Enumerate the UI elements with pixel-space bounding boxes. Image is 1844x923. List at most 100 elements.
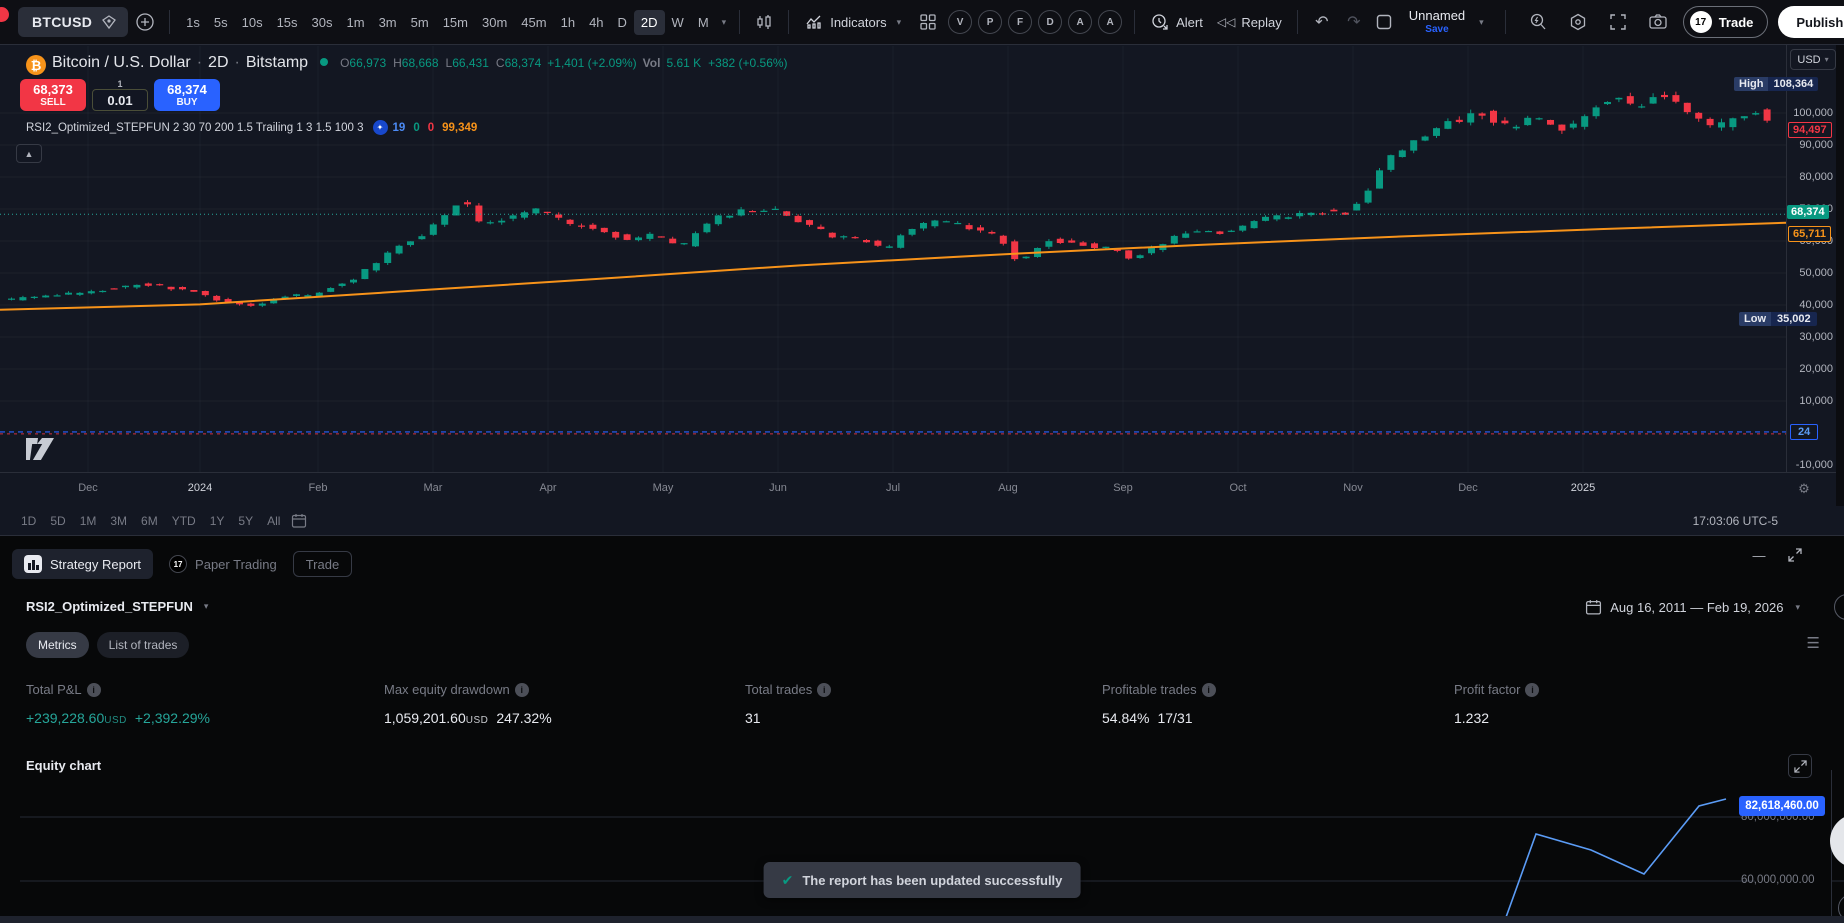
timeframe-D[interactable]: D xyxy=(617,14,627,30)
view-list-of-trades[interactable]: List of trades xyxy=(96,632,190,658)
ai-sparkle-icon[interactable]: ✦ xyxy=(372,120,388,135)
range-all[interactable]: All xyxy=(267,513,281,528)
panel-maximize-icon[interactable] xyxy=(1784,544,1806,566)
symbol-search-button[interactable]: BTCUSD xyxy=(18,7,129,37)
info-icon[interactable]: i xyxy=(1201,682,1216,697)
timeframe-45m[interactable]: 45m xyxy=(521,14,547,30)
redo-icon[interactable]: ↷ xyxy=(1347,14,1361,31)
tradingview-logo-icon: 17 xyxy=(169,555,188,573)
timeframe-15m[interactable]: 15m xyxy=(442,14,468,30)
flag-icon[interactable] xyxy=(100,13,118,31)
timeframe-5s[interactable]: 5s xyxy=(213,14,228,30)
report-list-icon[interactable]: ☰ xyxy=(1806,635,1820,652)
layout-name-button[interactable]: Unnamed Save xyxy=(1409,9,1465,35)
range-6m[interactable]: 6M xyxy=(141,513,158,528)
info-icon[interactable]: i xyxy=(86,682,101,697)
timeframe-M[interactable]: M xyxy=(697,14,709,30)
quick-button-f-2[interactable]: F xyxy=(1008,10,1033,34)
layout-chevron-down-icon[interactable]: ▾ xyxy=(1479,16,1484,27)
timeframe-1s[interactable]: 1s xyxy=(186,14,200,30)
legend-collapse-button[interactable]: ▲ xyxy=(16,144,42,163)
range-ytd[interactable]: YTD xyxy=(171,513,196,528)
chart-legend[interactable]: ₿ Bitcoin / U.S. Dollar · 2D · Bitstamp … xyxy=(26,52,788,75)
quick-button-v-0[interactable]: V xyxy=(948,10,973,34)
quantity-input[interactable]: 0.01 xyxy=(92,89,148,111)
range-1y[interactable]: 1Y xyxy=(209,513,225,528)
equity-chart[interactable] xyxy=(0,788,1844,918)
exchange-label[interactable]: Bitstamp xyxy=(245,53,309,71)
timeframe-15s[interactable]: 15s xyxy=(276,14,298,30)
strategy-legend[interactable]: RSI2_Optimized_STEPFUN 2 30 70 200 1.5 T… xyxy=(26,120,477,135)
select-layout-checkbox-icon[interactable] xyxy=(1369,7,1399,37)
publish-button[interactable]: Publish xyxy=(1778,6,1844,38)
toast-message: The report has been updated successfully xyxy=(802,872,1063,888)
info-icon[interactable]: i xyxy=(514,682,529,697)
screenshot-camera-icon[interactable] xyxy=(1643,7,1673,37)
indicators-button[interactable]: Indicators ▾ xyxy=(798,8,911,36)
price-tick-30,000: 30,000 xyxy=(1799,331,1833,343)
price-tick-10,000: 10,000 xyxy=(1799,395,1833,407)
report-icon xyxy=(24,555,42,573)
symbol-title[interactable]: Bitcoin / U.S. Dollar xyxy=(52,53,191,71)
price-axis[interactable]: 100,00090,00080,00070,00060,00050,00040,… xyxy=(1734,45,1836,506)
info-icon[interactable]: i xyxy=(817,682,832,697)
buy-button[interactable]: 68,374 BUY xyxy=(154,79,220,111)
quick-button-d-3[interactable]: D xyxy=(1038,10,1063,34)
layout-grid-icon[interactable] xyxy=(913,7,943,37)
trade-button[interactable]: 17 Trade xyxy=(1682,6,1769,38)
fullscreen-icon[interactable] xyxy=(1603,7,1633,37)
strategy-counter-2: 0 xyxy=(427,121,435,134)
timeframe-30m[interactable]: 30m xyxy=(482,14,508,30)
quick-button-a-5[interactable]: A xyxy=(1098,10,1123,34)
time-tick-Feb: Feb xyxy=(308,482,328,494)
quick-search-icon[interactable] xyxy=(1523,7,1553,37)
settings-gear-icon[interactable] xyxy=(1563,7,1593,37)
sell-button[interactable]: 68,373 SELL xyxy=(20,79,86,111)
floating-action-button[interactable] xyxy=(1830,814,1844,868)
quick-button-p-1[interactable]: P xyxy=(978,10,1003,34)
clock-timezone-button[interactable]: 17:03:06 UTC-5 xyxy=(1692,513,1778,528)
view-metrics[interactable]: Metrics xyxy=(26,632,89,658)
timeframe-1m[interactable]: 1m xyxy=(346,14,365,30)
undo-icon[interactable]: ↶ xyxy=(1315,14,1329,31)
equity-expand-icon[interactable] xyxy=(1788,754,1812,778)
range-3m[interactable]: 3M xyxy=(110,513,128,528)
report-strategy-selector[interactable]: RSI2_Optimized_STEPFUN ▾ xyxy=(26,599,212,614)
price-axis-settings-icon[interactable]: ⚙ xyxy=(1798,481,1810,496)
time-tick-Jun: Jun xyxy=(769,482,787,494)
equity-final-value-badge: 82,618,460.00 xyxy=(1739,796,1825,816)
info-icon[interactable]: i xyxy=(1525,682,1540,697)
tab-paper-trading[interactable]: 17 Paper Trading xyxy=(157,549,289,579)
timeframe-2D[interactable]: 2D xyxy=(633,9,665,35)
equity-chart-title: Equity chart xyxy=(26,758,102,773)
timeframe-1h[interactable]: 1h xyxy=(560,14,576,30)
currency-dropdown[interactable]: USD ▾ xyxy=(1790,49,1836,70)
quick-button-a-4[interactable]: A xyxy=(1068,10,1093,34)
timeframe-4h[interactable]: 4h xyxy=(589,14,604,30)
chart-style-candles-icon[interactable] xyxy=(749,7,779,37)
tab-trade[interactable]: Trade xyxy=(292,551,353,577)
tab-strategy-report[interactable]: Strategy Report xyxy=(12,549,154,579)
alert-button[interactable]: Alert xyxy=(1144,8,1209,36)
timeframe-10s[interactable]: 10s xyxy=(241,14,263,30)
panel-minimize-icon[interactable]: — xyxy=(1752,547,1766,563)
candlestick-chart[interactable] xyxy=(0,46,1786,472)
report-date-range[interactable]: Aug 16, 2011 — Feb 19, 2026 ▾ xyxy=(1585,599,1804,616)
range-1m[interactable]: 1M xyxy=(79,513,97,528)
compare-add-icon[interactable] xyxy=(130,7,160,37)
timeframe-W[interactable]: W xyxy=(671,14,684,30)
resolution-label[interactable]: 2D xyxy=(208,53,229,71)
time-axis[interactable]: Dec 2024 Feb Mar Apr May Jun Jul Aug Sep Oct Nov Dec… xyxy=(0,472,1836,506)
save-link[interactable]: Save xyxy=(1425,23,1449,35)
strategy-legend-text: RSI2_Optimized_STEPFUN 2 30 70 200 1.5 T… xyxy=(26,121,364,134)
go-to-date-icon[interactable] xyxy=(287,509,311,533)
timeframe-3m[interactable]: 3m xyxy=(378,14,397,30)
range-5d[interactable]: 5D xyxy=(50,513,66,528)
range-1d[interactable]: 1D xyxy=(21,513,37,528)
timeframe-30s[interactable]: 30s xyxy=(311,14,333,30)
timeframes-chevron-down-icon[interactable]: ▾ xyxy=(721,16,727,27)
panel-tabs: Strategy Report 17 Paper Trading Trade xyxy=(0,547,1844,581)
timeframe-5m[interactable]: 5m xyxy=(410,14,429,30)
range-5y[interactable]: 5Y xyxy=(238,513,254,528)
replay-button[interactable]: ◁◁ Replay xyxy=(1211,11,1288,34)
